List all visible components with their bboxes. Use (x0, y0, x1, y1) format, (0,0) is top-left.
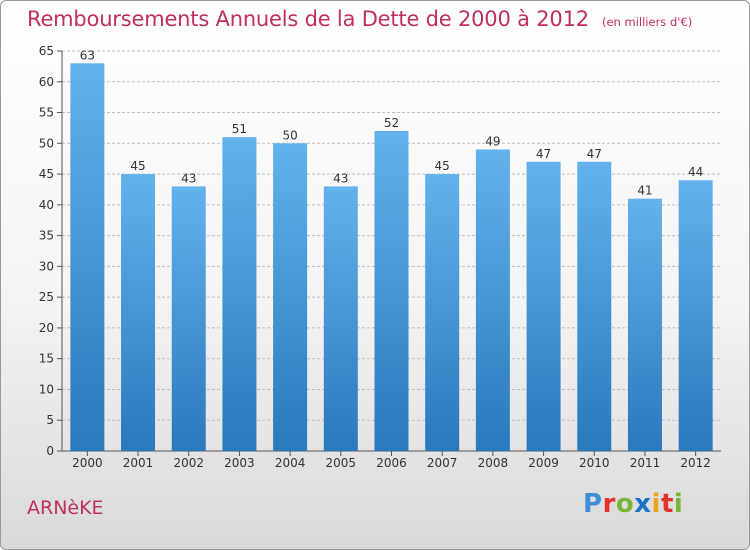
chart-unit: (en milliers d'€) (602, 15, 693, 29)
bar-value-label: 52 (384, 116, 399, 130)
bar-value-label: 41 (637, 184, 652, 198)
y-tick-label: 65 (39, 44, 54, 58)
x-tick-label: 2010 (579, 456, 610, 470)
bar-value-label: 50 (282, 128, 297, 142)
y-tick-label: 45 (39, 167, 54, 181)
bar (678, 180, 713, 451)
x-tick-label: 2012 (680, 456, 711, 470)
x-tick-label: 2007 (427, 456, 458, 470)
bar-value-label: 63 (80, 48, 95, 62)
bar (374, 131, 409, 451)
logo-letter: t (660, 489, 674, 519)
x-tick-label: 2011 (630, 456, 661, 470)
bar (475, 149, 510, 451)
x-tick-label: 2003 (224, 456, 255, 470)
logo-letter: o (615, 489, 635, 519)
bar (70, 63, 105, 452)
x-tick-label: 2008 (478, 456, 509, 470)
commune-name: ARNèKE (27, 497, 104, 519)
logo-letter: i (651, 489, 661, 519)
x-tick-label: 2002 (173, 456, 204, 470)
logo-letter: i (673, 489, 684, 519)
logo-letter: P (583, 489, 603, 519)
logo-letter: r (602, 489, 616, 519)
y-tick-label: 10 (39, 382, 54, 396)
bar (121, 174, 156, 452)
bar-value-label: 47 (587, 147, 602, 161)
y-tick-label: 0 (46, 444, 54, 458)
bar (425, 174, 460, 452)
y-tick-label: 30 (39, 259, 54, 273)
y-tick-label: 15 (39, 352, 54, 366)
x-tick-label: 2004 (275, 456, 306, 470)
bar-value-label: 49 (485, 134, 500, 148)
y-tick-label: 50 (39, 136, 54, 150)
y-tick-label: 55 (39, 106, 54, 120)
x-tick-label: 2005 (326, 456, 357, 470)
bar-value-label: 45 (130, 159, 145, 173)
bar (273, 143, 308, 452)
bar-value-label: 43 (333, 171, 348, 185)
x-tick-label: 2000 (72, 456, 103, 470)
bar (526, 161, 561, 451)
x-tick-label: 2001 (123, 456, 154, 470)
y-tick-label: 5 (46, 413, 54, 427)
bar-value-label: 47 (536, 147, 551, 161)
x-tick-label: 2006 (376, 456, 407, 470)
title-row: Remboursements Annuels de la Dette de 20… (27, 7, 692, 31)
bar (627, 198, 662, 451)
proxiti-logo: Proxiti (583, 489, 683, 519)
logo-letter: x (634, 489, 652, 519)
bar (323, 186, 358, 451)
bar (577, 161, 612, 451)
bar (222, 137, 257, 451)
chart-title: Remboursements Annuels de la Dette de 20… (27, 7, 589, 31)
y-tick-label: 25 (39, 290, 54, 304)
y-tick-label: 40 (39, 198, 54, 212)
y-tick-label: 35 (39, 229, 54, 243)
bar (171, 186, 206, 451)
bar-value-label: 44 (688, 165, 703, 179)
x-tick-label: 2009 (528, 456, 559, 470)
y-tick-label: 20 (39, 321, 54, 335)
bar-value-label: 45 (435, 159, 450, 173)
bar-value-label: 43 (181, 171, 196, 185)
bar-value-label: 51 (232, 122, 247, 136)
y-tick-label: 60 (39, 75, 54, 89)
